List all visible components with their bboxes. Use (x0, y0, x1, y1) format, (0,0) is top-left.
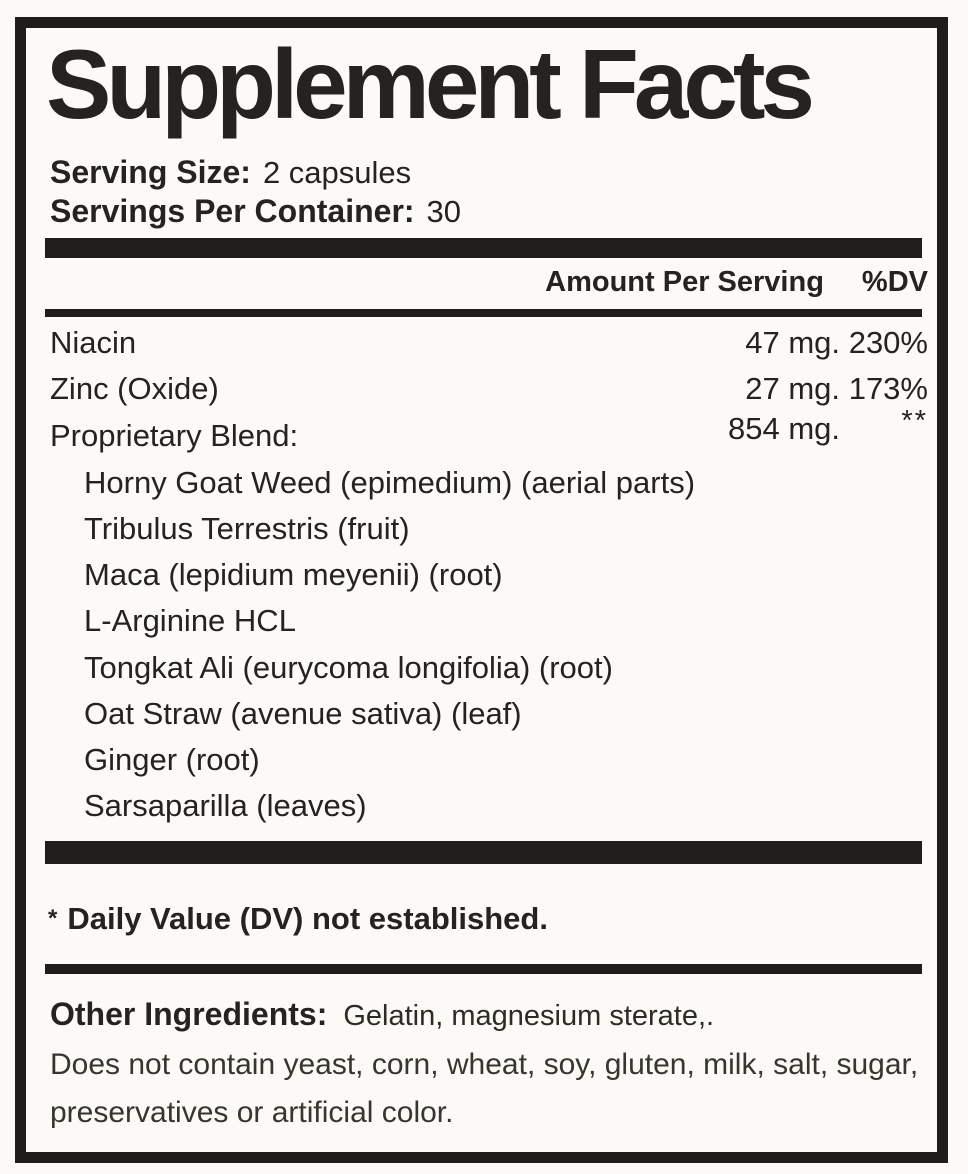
blend-ingredient: Ginger (root) (84, 742, 260, 777)
daily-value-footnote: * Daily Value (DV) not established. (48, 901, 548, 937)
table-column-headers: Amount Per Serving %DV (45, 266, 928, 299)
servings-per-container-line: Servings Per Container: 30 (50, 193, 461, 230)
other-ingredients-value: Gelatin, magnesium sterate,. (343, 1000, 715, 1032)
ingredient-amount: 47 mg. (745, 325, 840, 360)
separator-bar-footnote-top (45, 841, 922, 864)
table-row-proprietary-blend: Proprietary Blend: 854 mg. ** (45, 405, 928, 458)
ingredient-dv: ** (901, 405, 928, 437)
blend-ingredient: Tribulus Terrestris (fruit) (84, 511, 410, 546)
other-ingredients-label: Other Ingredients: (50, 996, 328, 1032)
ingredient-amount: 27 mg. (745, 371, 840, 406)
ingredient-name: Zinc (Oxide) (50, 371, 219, 406)
separator-bar-header (45, 309, 922, 317)
ingredient-dv: 230% (848, 325, 928, 360)
blend-ingredient: L-Arginine HCL (84, 603, 296, 638)
serving-size-label: Serving Size: (50, 154, 251, 190)
blend-ingredient: Tongkat Ali (eurycoma longifolia) (root) (84, 650, 613, 685)
table-row-niacin: Niacin 47 mg. 230% (45, 325, 928, 365)
disclaimer-line-1: Does not contain yeast, corn, wheat, soy… (50, 1048, 919, 1081)
footnote-text: Daily Value (DV) not established. (67, 901, 548, 936)
disclaimer-line-2: preservatives or artificial color. (50, 1096, 454, 1129)
serving-size-value: 2 capsules (262, 155, 412, 190)
other-ingredients-line: Other Ingredients: Gelatin, magnesium ste… (50, 996, 714, 1033)
dv-header: %DV (861, 266, 928, 298)
serving-size-line: Serving Size: 2 capsules (50, 154, 411, 191)
servings-per-container-label: Servings Per Container: (50, 193, 415, 229)
ingredient-name: Niacin (50, 325, 137, 360)
footnote-asterisk: * (48, 905, 58, 932)
ingredient-name: Proprietary Blend: (50, 418, 299, 453)
blend-ingredient: Sarsaparilla (leaves) (84, 788, 367, 823)
ingredient-dv: 173% (848, 371, 928, 406)
supplement-facts-panel: Supplement Facts Serving Size: 2 capsules… (15, 17, 948, 1163)
ingredient-amount: 854 mg. (727, 411, 840, 446)
separator-bar-footnote-bottom (45, 964, 922, 974)
panel-title: Supplement Facts (46, 29, 815, 139)
blend-ingredient: Maca (lepidium meyenii) (root) (84, 557, 503, 592)
servings-per-container-value: 30 (426, 194, 462, 229)
blend-ingredient: Horny Goat Weed (epimedium) (aerial part… (84, 465, 696, 500)
separator-bar-top (45, 238, 922, 258)
table-row-zinc: Zinc (Oxide) 27 mg. 173% (45, 371, 928, 411)
blend-ingredient: Oat Straw (avenue sativa) (leaf) (84, 696, 522, 731)
amount-per-serving-header: Amount Per Serving (545, 266, 824, 298)
